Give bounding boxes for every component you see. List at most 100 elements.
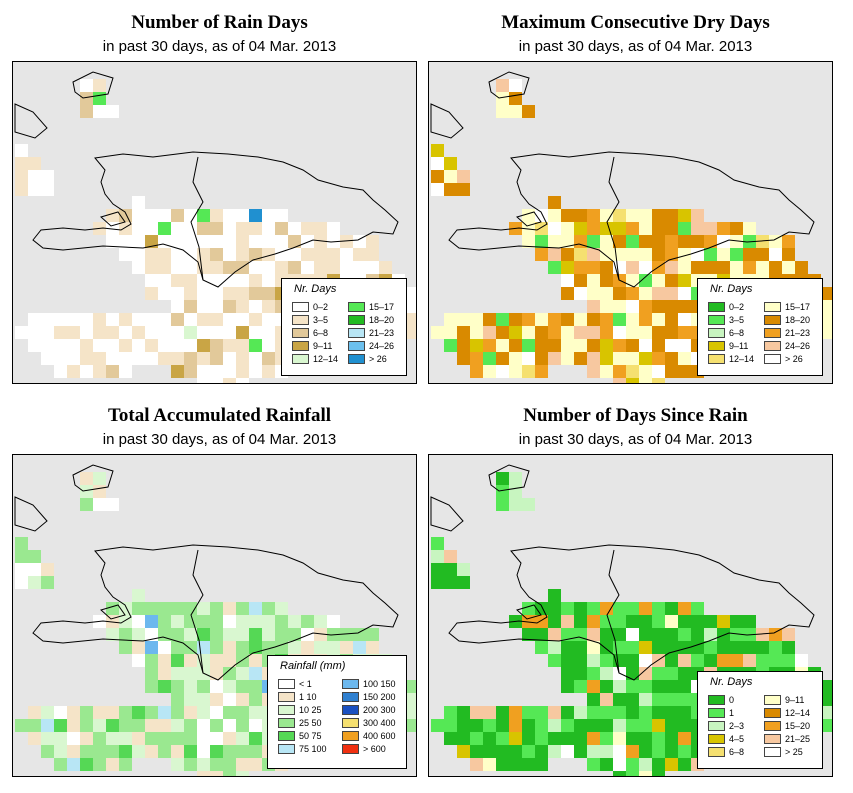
grid-cell (210, 758, 223, 771)
grid-cell (574, 248, 587, 261)
grid-cell (522, 615, 535, 628)
grid-cell (15, 719, 28, 732)
grid-cell (431, 144, 444, 157)
grid-cell (535, 248, 548, 261)
legend-item: 200 300 (342, 704, 396, 715)
grid-cell (197, 287, 210, 300)
grid-cell (639, 732, 652, 745)
grid-cell (314, 641, 327, 654)
legend-item: 15–17 (348, 301, 394, 312)
grid-cell (93, 472, 106, 485)
panel-subtitle: in past 30 days, as of 04 Mar. 2013 (518, 431, 753, 448)
grid-cell (691, 235, 704, 248)
grid-cell (236, 693, 249, 706)
border-line (190, 549, 204, 674)
grid-cell (483, 732, 496, 745)
grid-cell (28, 719, 41, 732)
grid-cell (145, 235, 158, 248)
grid-cell (600, 287, 613, 300)
grid-cell (340, 248, 353, 261)
legend-label: 0–2 (313, 301, 329, 312)
grid-cell (223, 352, 236, 365)
grid-cell (119, 365, 132, 378)
grid-cell (678, 339, 691, 352)
grid-cell (210, 287, 223, 300)
grid-cell (158, 602, 171, 615)
grid-cell (197, 771, 210, 776)
grid-cell (600, 758, 613, 771)
grid-cell (93, 498, 106, 511)
legend-item: 0–2 (708, 301, 744, 312)
grid-cell (522, 339, 535, 352)
grid-cell (509, 485, 522, 498)
grid-cell (340, 235, 353, 248)
grid-cell (509, 352, 522, 365)
legend-item: > 600 (342, 743, 386, 754)
grid-cell (613, 745, 626, 758)
grid-cell (158, 745, 171, 758)
grid-cell (769, 654, 782, 667)
grid-cell (639, 248, 652, 261)
island-outline (516, 211, 542, 227)
grid-cell (548, 602, 561, 615)
grid-cell (522, 745, 535, 758)
grid-cell (54, 719, 67, 732)
grid-cell (184, 248, 197, 261)
panel-days-since-rain: Number of Days Since Rain in past 30 day… (428, 397, 843, 777)
grid-cell (678, 732, 691, 745)
grid-cell (249, 339, 262, 352)
grid-cell (483, 719, 496, 732)
grid-cell (600, 274, 613, 287)
grid-cell (249, 300, 262, 313)
grid-cell (652, 745, 665, 758)
grid-cell (444, 339, 457, 352)
legend-swatch (278, 717, 295, 728)
legend-label: 3–5 (313, 314, 329, 325)
grid-cell (93, 105, 106, 118)
grid-cell (535, 641, 548, 654)
grid-cell (444, 326, 457, 339)
grid-cell (119, 732, 132, 745)
grid-cell (262, 209, 275, 222)
grid-cell (145, 706, 158, 719)
grid-cell (509, 326, 522, 339)
island-outline (72, 464, 114, 492)
grid-cell (236, 758, 249, 771)
grid-cell (626, 248, 639, 261)
grid-cell (249, 680, 262, 693)
grid-cell (587, 628, 600, 641)
grid-cell (587, 732, 600, 745)
grid-cell (652, 339, 665, 352)
grid-cell (184, 313, 197, 326)
grid-cell (171, 667, 184, 680)
grid-cell (626, 261, 639, 274)
legend-label: 50 75 (299, 730, 322, 741)
grid-cell (80, 313, 93, 326)
grid-cell (184, 758, 197, 771)
grid-cell (67, 758, 80, 771)
grid-cell (28, 550, 41, 563)
grid-cell (509, 313, 522, 326)
grid-cell (210, 209, 223, 222)
grid-cell (704, 261, 717, 274)
grid-cell (717, 235, 730, 248)
grid-cell (197, 339, 210, 352)
grid-cell (171, 615, 184, 628)
grid-cell (730, 628, 743, 641)
grid-cell (561, 222, 574, 235)
grid-cell (535, 352, 548, 365)
legend-item: 3–5 (292, 314, 328, 325)
grid-cell (587, 274, 600, 287)
grid-cell (184, 654, 197, 667)
legend-label: 200 300 (363, 704, 396, 715)
grid-cell (665, 654, 678, 667)
grid-cell (145, 745, 158, 758)
legend-label: < 1 (299, 678, 312, 689)
grid-cell (535, 745, 548, 758)
grid-cell (158, 209, 171, 222)
grid-cell (717, 248, 730, 261)
grid-cell (548, 745, 561, 758)
grid-cell (41, 352, 54, 365)
grid-cell (119, 719, 132, 732)
grid-cell (379, 261, 392, 274)
